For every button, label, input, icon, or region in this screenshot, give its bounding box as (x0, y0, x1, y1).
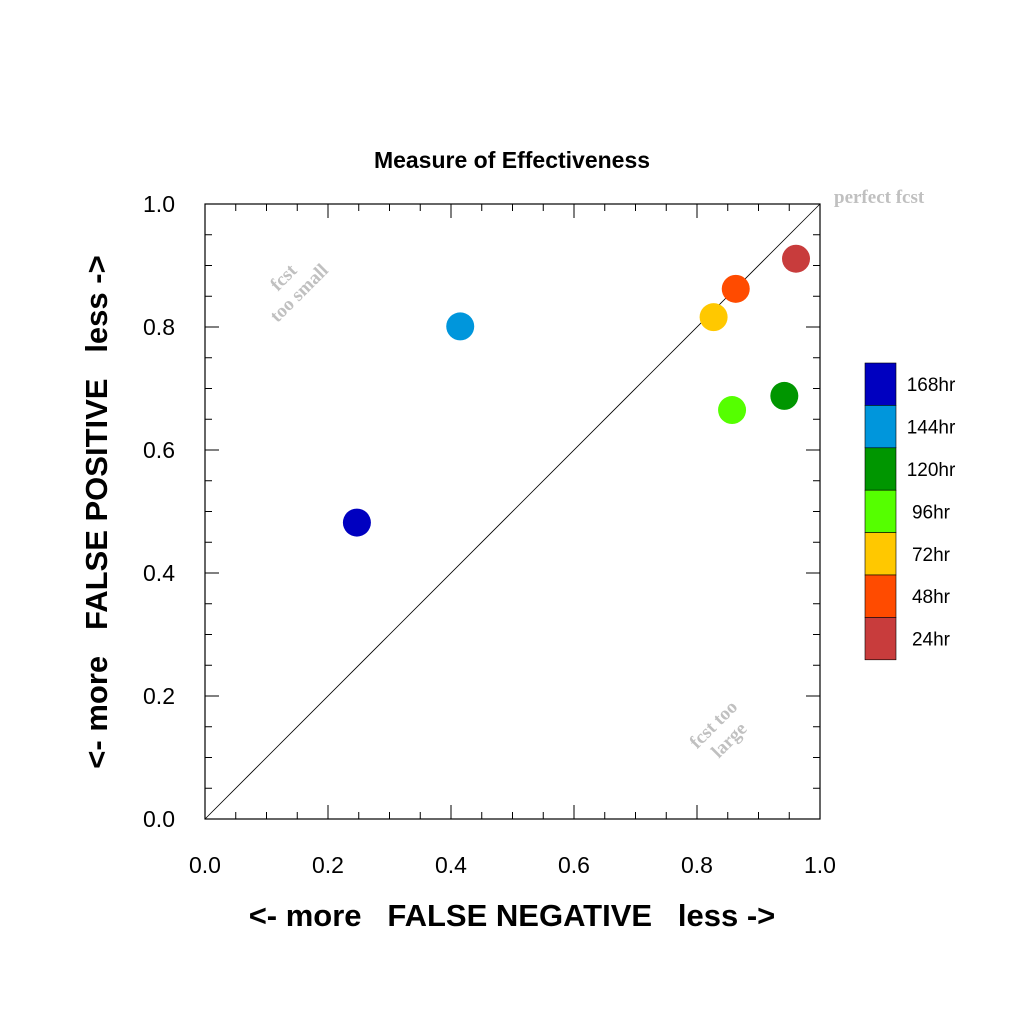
legend-swatch-144hr (864, 405, 897, 449)
y-tick-label: 1.0 (143, 191, 175, 217)
x-axis-tick-labels: 0.0 0.2 0.4 0.6 0.8 1.0 (189, 852, 836, 878)
chart-title: Measure of Effectiveness (374, 147, 650, 173)
data-point-48hr (721, 274, 750, 303)
y-axis-label: <- more FALSE POSITIVE less -> (79, 255, 114, 768)
legend: 168hr 144hr 120hr 96hr 72hr 48hr 24hr (864, 362, 956, 661)
legend-label-48hr: 48hr (912, 587, 951, 608)
legend-label-72hr: 72hr (912, 545, 951, 566)
data-point-72hr (699, 303, 728, 332)
y-tick-label: 0.0 (143, 806, 175, 832)
legend-swatch-48hr (864, 574, 897, 618)
legend-label-96hr: 96hr (912, 502, 951, 523)
data-point-120hr (770, 381, 799, 410)
y-tick-label: 0.6 (143, 437, 175, 463)
legend-swatch-72hr (864, 532, 897, 576)
x-tick-label: 0.8 (681, 852, 713, 878)
legend-swatch-120hr (864, 447, 897, 491)
x-tick-label: 1.0 (804, 852, 836, 878)
legend-label-168hr: 168hr (907, 375, 956, 396)
y-tick-label: 0.8 (143, 314, 175, 340)
legend-swatch-24hr (864, 617, 897, 661)
data-point-96hr (718, 396, 747, 425)
legend-label-120hr: 120hr (907, 460, 956, 481)
y-tick-label: 0.2 (143, 683, 175, 709)
x-tick-label: 0.0 (189, 852, 221, 878)
x-tick-label: 0.2 (312, 852, 344, 878)
data-point-24hr (782, 244, 811, 273)
too-small-annotation: fcst too small (266, 260, 333, 327)
perfect-forecast-annotation: perfect fcst (834, 187, 925, 208)
legend-swatch-96hr (864, 489, 897, 533)
x-tick-label: 0.6 (558, 852, 590, 878)
legend-label-144hr: 144hr (907, 418, 956, 439)
legend-swatch-168hr (864, 362, 897, 406)
axis-ticks (204, 203, 821, 820)
data-points (342, 244, 811, 537)
legend-label-24hr: 24hr (912, 630, 951, 651)
too-large-annotation: fcst too large (686, 697, 752, 763)
x-axis-label: <- more FALSE NEGATIVE less -> (249, 898, 776, 933)
y-axis-tick-labels: 0.0 0.2 0.4 0.6 0.8 1.0 (143, 191, 175, 832)
y-tick-label: 0.4 (143, 560, 175, 586)
data-point-144hr (446, 312, 475, 341)
data-point-168hr (342, 508, 371, 537)
x-tick-label: 0.4 (435, 852, 467, 878)
